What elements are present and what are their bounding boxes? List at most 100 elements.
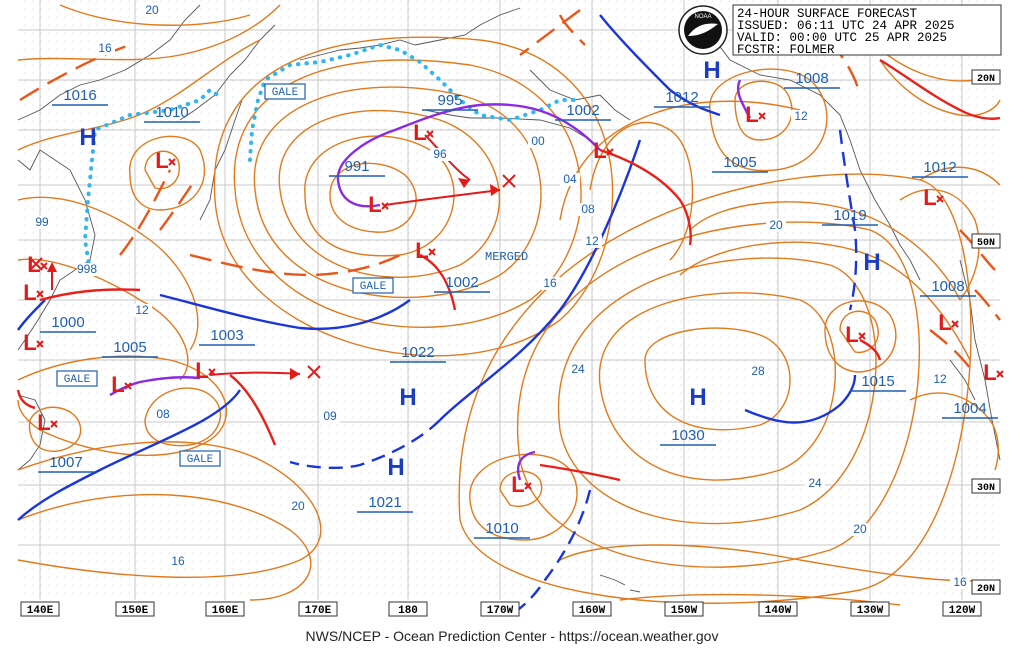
occluded-fronts <box>109 79 752 481</box>
gale-box <box>179 450 221 467</box>
pressure-label: 1012 <box>665 89 698 106</box>
footer-credit: NWS/NCEP - Ocean Prediction Center - htt… <box>305 628 719 644</box>
high-center: H <box>399 384 416 411</box>
isobar-label-bg <box>320 410 340 423</box>
lon-label: 180 <box>398 605 418 617</box>
gale-label: GALE <box>272 87 299 99</box>
lat-label-box <box>971 478 1001 494</box>
lat-label-box <box>971 233 1001 249</box>
lat-label: 20N <box>977 584 995 595</box>
pressure-label: 1012 <box>923 159 956 176</box>
lon-label: 140W <box>765 605 792 617</box>
header-box: 24-HOUR SURFACE FORECAST ISSUED: 06:11 U… <box>732 4 1002 57</box>
pressure-label: 1002 <box>566 102 599 119</box>
pressure-label: 1021 <box>368 494 401 511</box>
isobar-label: 12 <box>135 303 149 317</box>
coastlines <box>17 4 1001 593</box>
isobar-label-bg <box>528 135 548 148</box>
isobar-label-bg <box>560 173 580 186</box>
high-center: H <box>689 384 706 411</box>
lon-label-box <box>664 601 704 617</box>
pressure-label: 995 <box>437 92 462 109</box>
pressure-label: 1008 <box>931 278 964 295</box>
lon-label: 160W <box>579 605 606 617</box>
noaa-logo: NOAA <box>678 5 728 55</box>
gale-box <box>352 277 394 294</box>
pressure-label: 1005 <box>723 154 756 171</box>
lon-label-box <box>205 601 245 617</box>
low-center: L <box>23 280 36 305</box>
lon-label-box <box>942 601 982 617</box>
isobars <box>17 4 1001 606</box>
lon-label: 160E <box>212 605 239 617</box>
isobar-label-bg <box>930 373 950 386</box>
isobar-label-bg <box>582 235 602 248</box>
low-center: L <box>195 358 208 383</box>
header-line-2: ISSUED: 06:11 UTC 24 APR 2025 <box>737 19 955 33</box>
gale-warning-labels: GALE GALE GALE GALE <box>56 83 394 467</box>
low-center: L <box>155 148 168 173</box>
high-center: H <box>703 57 720 84</box>
low-center: L <box>983 360 996 385</box>
gale-label: GALE <box>360 281 387 293</box>
isobar-label: 16 <box>98 41 112 55</box>
isobar-label-bg <box>791 110 811 123</box>
isobar-label: 24 <box>808 476 822 490</box>
longitude-labels: 140E 150E 160E 170E 180 170W 160W 150W 140W 130W 1… <box>20 601 982 617</box>
low-center: L <box>111 372 124 397</box>
pressure-label: 1008 <box>795 70 828 87</box>
lon-label-box <box>850 601 890 617</box>
isobar-label-bg <box>568 363 588 376</box>
lon-label-box <box>115 601 155 617</box>
isobar-label: 20 <box>853 522 867 536</box>
isobar-label: 08 <box>156 407 170 421</box>
lat-label: 50N <box>977 238 995 249</box>
lat-label: 20N <box>977 74 995 85</box>
lon-label: 120W <box>949 605 976 617</box>
isobar-label: 99 <box>35 215 49 229</box>
lon-label-box <box>758 601 798 617</box>
merged-label: MERGED <box>485 250 528 264</box>
pressure-label: 1004 <box>953 400 986 417</box>
high-pressure-centers: H H H H H H <box>79 57 880 481</box>
pressure-label: 1005 <box>113 339 146 356</box>
low-center: L <box>845 322 858 347</box>
arrow-heads <box>47 178 500 380</box>
pressure-label: 1016 <box>63 87 96 104</box>
low-center: L <box>745 102 758 127</box>
low-center: L <box>938 310 951 335</box>
pressure-label: 1030 <box>671 427 704 444</box>
pressure-label: 991 <box>344 158 369 175</box>
header-line-4: FCSTR: FOLMER <box>737 43 835 57</box>
isobar-label-bg <box>32 216 52 229</box>
isobar-label-bg <box>153 408 173 421</box>
cold-fronts <box>17 14 857 521</box>
lon-label-box <box>20 601 60 617</box>
pressure-label: 1010 <box>155 104 188 121</box>
warm-fronts <box>16 58 1001 482</box>
pressure-label: 1019 <box>833 207 866 224</box>
pressure-labels: 1016 1010 991 995 1002 1012 1008 1005 1012 1019 10… <box>38 70 998 539</box>
pressure-label: 1003 <box>210 327 243 344</box>
header-line-3: VALID: 00:00 UTC 25 APR 2025 <box>737 31 947 45</box>
pressure-label: 1015 <box>861 373 894 390</box>
pressure-label: 1022 <box>401 344 434 361</box>
isobar-label: 08 <box>581 202 595 216</box>
isobar-label: 24 <box>571 362 585 376</box>
high-center: H <box>863 249 880 276</box>
lon-label-box <box>572 601 612 617</box>
isobar-label-bg <box>95 42 115 55</box>
gale-box <box>56 370 98 387</box>
trough-lines <box>19 9 1001 376</box>
low-center: L <box>593 138 606 163</box>
high-center: H <box>79 124 96 151</box>
lon-label: 170E <box>305 605 332 617</box>
pressure-label: 1002 <box>445 274 478 291</box>
isobar-label-bg <box>950 576 970 589</box>
low-center: L <box>37 410 50 435</box>
low-center: L <box>415 238 428 263</box>
isobar-label-bg <box>142 4 162 17</box>
low-center: L <box>923 185 936 210</box>
